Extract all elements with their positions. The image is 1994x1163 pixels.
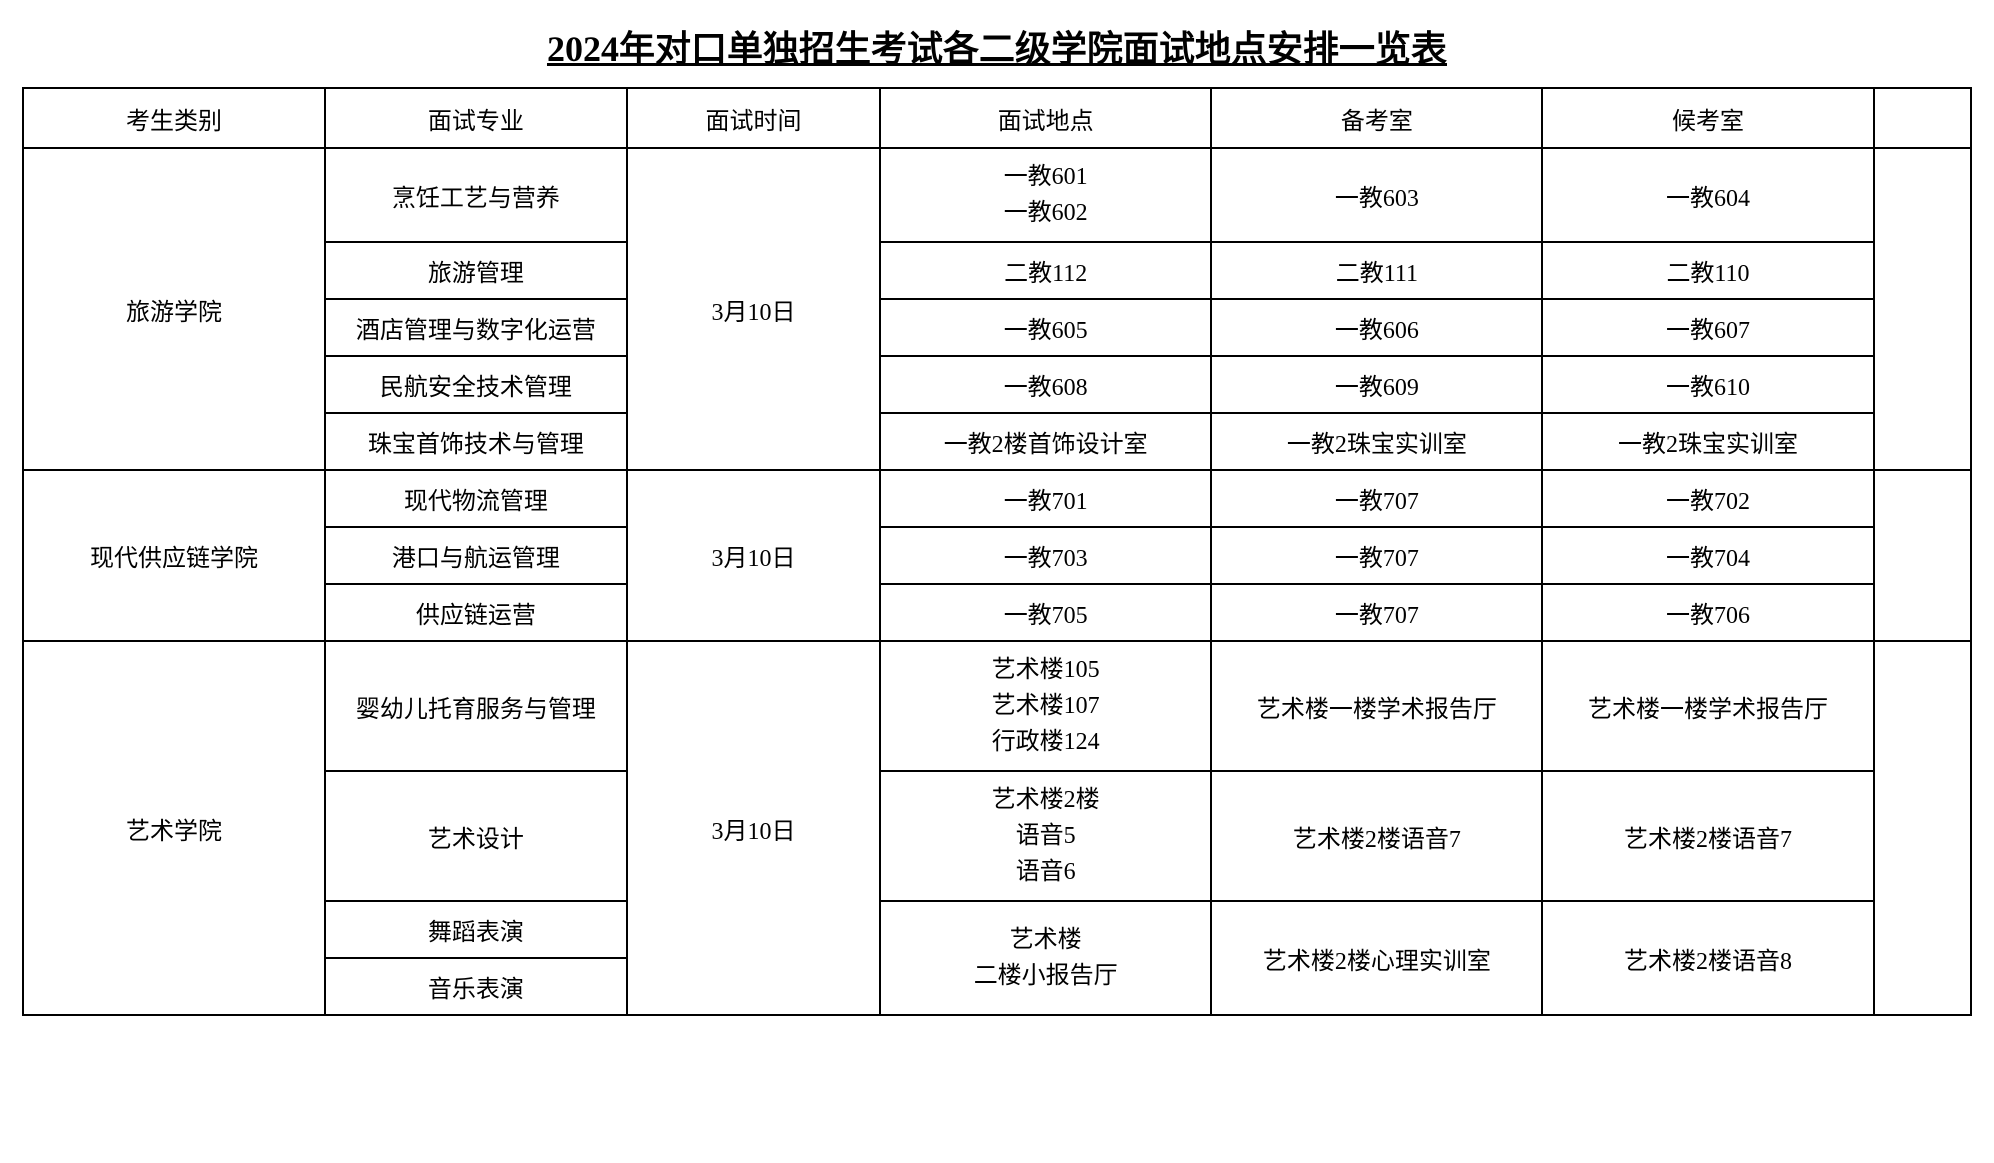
cell-location: 一教605 bbox=[880, 299, 1211, 356]
cell-wait: 一教706 bbox=[1542, 584, 1873, 641]
cell-prep: 一教606 bbox=[1211, 299, 1542, 356]
cell-wait: 一教2珠宝实训室 bbox=[1542, 413, 1873, 470]
cell-location: 一教705 bbox=[880, 584, 1211, 641]
cell-wait: 一教704 bbox=[1542, 527, 1873, 584]
header-category: 考生类别 bbox=[23, 88, 325, 148]
header-wait: 候考室 bbox=[1542, 88, 1873, 148]
cell-major: 港口与航运管理 bbox=[325, 527, 627, 584]
cell-wait: 一教610 bbox=[1542, 356, 1873, 413]
cell-prep: 一教603 bbox=[1211, 148, 1542, 242]
cell-prep: 艺术楼2楼心理实训室 bbox=[1211, 901, 1542, 1015]
table-row: 旅游学院 烹饪工艺与营养 3月10日 一教601一教602 一教603 一教60… bbox=[23, 148, 1971, 242]
header-prep: 备考室 bbox=[1211, 88, 1542, 148]
cell-prep: 一教609 bbox=[1211, 356, 1542, 413]
cell-college-tourism: 旅游学院 bbox=[23, 148, 325, 470]
document-title: 2024年对口单独招生考试各二级学院面试地点安排一览表 bbox=[22, 20, 1972, 72]
cell-major: 婴幼儿托育服务与管理 bbox=[325, 641, 627, 771]
cell-major: 艺术设计 bbox=[325, 771, 627, 901]
cell-extra bbox=[1874, 470, 1971, 641]
cell-major: 珠宝首饰技术与管理 bbox=[325, 413, 627, 470]
table-header-row: 考生类别 面试专业 面试时间 面试地点 备考室 候考室 bbox=[23, 88, 1971, 148]
cell-prep: 二教111 bbox=[1211, 242, 1542, 299]
cell-location: 二教112 bbox=[880, 242, 1211, 299]
cell-extra bbox=[1874, 641, 1971, 1015]
cell-major: 旅游管理 bbox=[325, 242, 627, 299]
cell-time: 3月10日 bbox=[627, 641, 880, 1015]
cell-wait: 艺术楼一楼学术报告厅 bbox=[1542, 641, 1873, 771]
cell-location: 一教2楼首饰设计室 bbox=[880, 413, 1211, 470]
cell-major: 现代物流管理 bbox=[325, 470, 627, 527]
cell-location: 一教601一教602 bbox=[880, 148, 1211, 242]
cell-wait: 二教110 bbox=[1542, 242, 1873, 299]
header-location: 面试地点 bbox=[880, 88, 1211, 148]
cell-prep: 一教2珠宝实训室 bbox=[1211, 413, 1542, 470]
cell-location: 一教701 bbox=[880, 470, 1211, 527]
cell-wait: 艺术楼2楼语音7 bbox=[1542, 771, 1873, 901]
cell-prep: 艺术楼一楼学术报告厅 bbox=[1211, 641, 1542, 771]
cell-wait: 一教604 bbox=[1542, 148, 1873, 242]
cell-location: 艺术楼二楼小报告厅 bbox=[880, 901, 1211, 1015]
cell-location: 艺术楼105艺术楼107行政楼124 bbox=[880, 641, 1211, 771]
cell-major: 酒店管理与数字化运营 bbox=[325, 299, 627, 356]
cell-major: 音乐表演 bbox=[325, 958, 627, 1015]
cell-college-art: 艺术学院 bbox=[23, 641, 325, 1015]
cell-extra bbox=[1874, 148, 1971, 470]
header-time: 面试时间 bbox=[627, 88, 880, 148]
cell-location: 艺术楼2楼语音5语音6 bbox=[880, 771, 1211, 901]
cell-major: 舞蹈表演 bbox=[325, 901, 627, 958]
header-extra bbox=[1874, 88, 1971, 148]
table-row: 艺术学院 婴幼儿托育服务与管理 3月10日 艺术楼105艺术楼107行政楼124… bbox=[23, 641, 1971, 771]
header-major: 面试专业 bbox=[325, 88, 627, 148]
cell-college-supply: 现代供应链学院 bbox=[23, 470, 325, 641]
cell-major: 烹饪工艺与营养 bbox=[325, 148, 627, 242]
table-row: 现代供应链学院 现代物流管理 3月10日 一教701 一教707 一教702 bbox=[23, 470, 1971, 527]
cell-prep: 一教707 bbox=[1211, 470, 1542, 527]
schedule-table: 考生类别 面试专业 面试时间 面试地点 备考室 候考室 旅游学院 烹饪工艺与营养… bbox=[22, 87, 1972, 1016]
cell-wait: 一教702 bbox=[1542, 470, 1873, 527]
cell-wait: 艺术楼2楼语音8 bbox=[1542, 901, 1873, 1015]
cell-prep: 一教707 bbox=[1211, 584, 1542, 641]
cell-prep: 艺术楼2楼语音7 bbox=[1211, 771, 1542, 901]
document-container: 2024年对口单独招生考试各二级学院面试地点安排一览表 考生类别 面试专业 面试… bbox=[22, 20, 1972, 1016]
cell-major: 供应链运营 bbox=[325, 584, 627, 641]
cell-location: 一教608 bbox=[880, 356, 1211, 413]
cell-location: 一教703 bbox=[880, 527, 1211, 584]
cell-time: 3月10日 bbox=[627, 470, 880, 641]
cell-wait: 一教607 bbox=[1542, 299, 1873, 356]
cell-major: 民航安全技术管理 bbox=[325, 356, 627, 413]
cell-prep: 一教707 bbox=[1211, 527, 1542, 584]
cell-time: 3月10日 bbox=[627, 148, 880, 470]
